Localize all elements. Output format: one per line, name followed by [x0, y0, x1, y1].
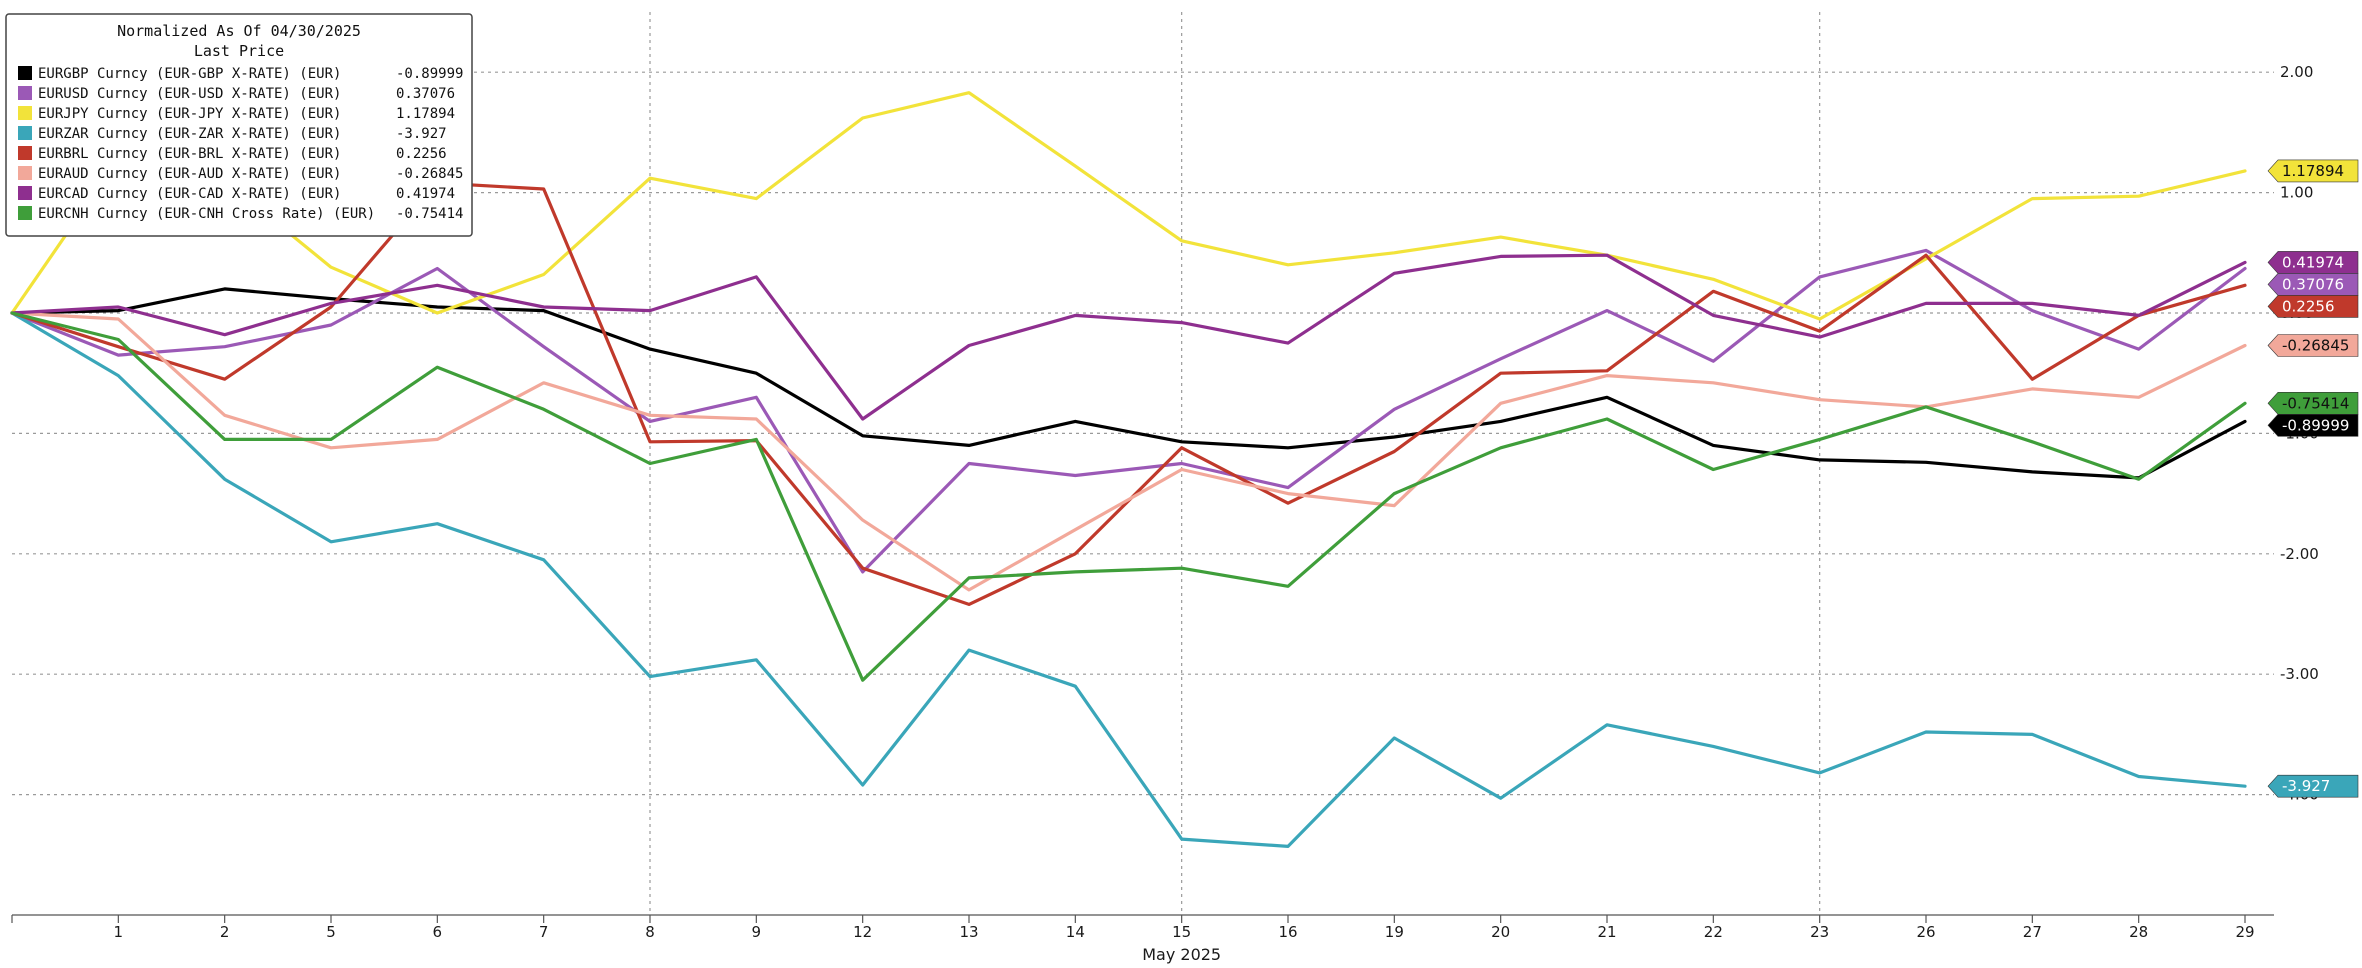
legend-title: Normalized As Of 04/30/2025: [117, 22, 361, 40]
x-tick-label: 28: [2129, 923, 2148, 941]
end-value-label: 0.2256: [2282, 297, 2335, 315]
legend: Normalized As Of 04/30/2025 Last Price EUR…: [6, 14, 472, 236]
x-tick-label: 9: [752, 923, 762, 941]
end-value-label: 1.17894: [2282, 162, 2344, 180]
x-tick-label: 23: [1810, 923, 1829, 941]
legend-entry-value: -0.75414: [396, 206, 463, 222]
end-value-label: 0.37076: [2282, 275, 2344, 293]
legend-swatch: [18, 146, 32, 160]
legend-entry-name: EURUSD Curncy (EUR-USD X-RATE) (EUR): [38, 86, 341, 102]
x-tick-label: 12: [853, 923, 872, 941]
x-tick-label: 7: [539, 923, 549, 941]
end-value-label: -3.927: [2282, 777, 2330, 795]
x-tick-label: 22: [1704, 923, 1723, 941]
x-axis-title: May 2025: [1142, 945, 1221, 964]
legend-subtitle: Last Price: [194, 42, 284, 60]
legend-entry-value: -0.26845: [396, 166, 463, 182]
x-tick-label: 27: [2023, 923, 2042, 941]
legend-entry-name: EURCNH Curncy (EUR-CNH Cross Rate) (EUR): [38, 206, 375, 222]
legend-entry-value: 0.37076: [396, 86, 455, 102]
y-tick-label: 2.00: [2280, 63, 2313, 81]
legend-swatch: [18, 66, 32, 80]
legend-entry-value: 0.41974: [396, 186, 455, 202]
legend-entry-name: EURBRL Curncy (EUR-BRL X-RATE) (EUR): [38, 146, 341, 162]
x-tick-label: 21: [1597, 923, 1616, 941]
legend-swatch: [18, 106, 32, 120]
x-tick-label: 26: [1916, 923, 1935, 941]
legend-entry-value: 0.2256: [396, 146, 447, 162]
x-tick-label: 14: [1066, 923, 1085, 941]
end-value-label: -0.89999: [2282, 416, 2349, 434]
legend-entry-name: EURZAR Curncy (EUR-ZAR X-RATE) (EUR): [38, 126, 341, 142]
y-tick-label: -2.00: [2280, 545, 2319, 563]
legend-entry-name: EURAUD Curncy (EUR-AUD X-RATE) (EUR): [38, 166, 341, 182]
x-tick-label: 5: [326, 923, 336, 941]
x-tick-label: 29: [2235, 923, 2254, 941]
x-tick-label: 1: [114, 923, 124, 941]
legend-entry-value: 1.17894: [396, 106, 455, 122]
legend-entry-value: -0.89999: [396, 66, 463, 82]
x-tick-label: 6: [433, 923, 443, 941]
end-value-label: 0.41974: [2282, 253, 2344, 271]
y-tick-label: 1.00: [2280, 184, 2313, 202]
x-tick-label: 20: [1491, 923, 1510, 941]
legend-swatch: [18, 186, 32, 200]
legend-entry-value: -3.927: [396, 126, 447, 142]
x-tick-label: 16: [1278, 923, 1297, 941]
legend-swatch: [18, 86, 32, 100]
legend-entry-name: EURJPY Curncy (EUR-JPY X-RATE) (EUR): [38, 106, 341, 122]
legend-swatch: [18, 166, 32, 180]
legend-entry-name: EURCAD Curncy (EUR-CAD X-RATE) (EUR): [38, 186, 341, 202]
x-tick-label: 19: [1385, 923, 1404, 941]
legend-entry-name: EURGBP Curncy (EUR-GBP X-RATE) (EUR): [38, 66, 341, 82]
end-value-label: -0.75414: [2282, 394, 2349, 412]
x-tick-label: 13: [959, 923, 978, 941]
end-value-label: -0.26845: [2282, 337, 2349, 355]
legend-swatch: [18, 126, 32, 140]
x-tick-label: 8: [645, 923, 655, 941]
x-tick-label: 15: [1172, 923, 1191, 941]
legend-swatch: [18, 206, 32, 220]
y-tick-label: -3.00: [2280, 665, 2319, 683]
x-tick-label: 2: [220, 923, 230, 941]
